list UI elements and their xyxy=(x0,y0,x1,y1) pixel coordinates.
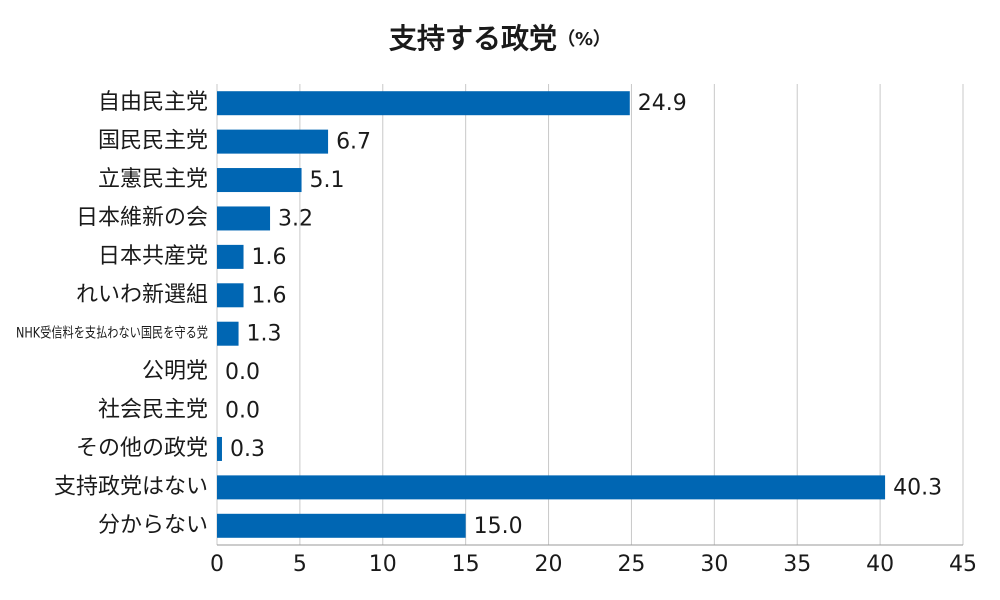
x-tick-label: 20 xyxy=(535,552,563,577)
value-label: 1.3 xyxy=(247,322,282,347)
bar xyxy=(217,129,329,154)
bar xyxy=(217,436,222,461)
chart-title: 支持する政党（%） xyxy=(389,22,611,55)
value-label: 40.3 xyxy=(893,475,942,500)
x-tick-label: 10 xyxy=(369,552,397,577)
y-tick-label: 自由民主党 xyxy=(98,90,208,115)
x-tick-label: 15 xyxy=(452,552,480,577)
title-main: 支持する政党 xyxy=(389,22,557,55)
x-tick-label: 40 xyxy=(866,552,894,577)
bar xyxy=(217,244,244,269)
y-tick-label: 支持政党はない xyxy=(54,474,208,499)
x-tick-label: 5 xyxy=(293,552,307,577)
bar xyxy=(217,321,239,346)
y-tick-label: 国民民主党 xyxy=(98,129,208,154)
y-tick-label: れいわ新選組 xyxy=(76,282,208,307)
bar xyxy=(217,91,630,116)
y-tick-label: 立憲民主党 xyxy=(98,167,208,192)
value-label: 1.6 xyxy=(252,283,287,308)
bar xyxy=(217,283,244,308)
bar xyxy=(217,168,302,193)
value-label: 1.6 xyxy=(252,245,287,270)
bar xyxy=(217,475,886,500)
y-tick-label: NHK受信料を支払わない国民を守る党 xyxy=(16,326,208,342)
value-label: 0.0 xyxy=(225,399,260,424)
y-tick-label: 日本維新の会 xyxy=(76,205,208,230)
value-label: 0.0 xyxy=(225,360,260,385)
x-tick-label: 30 xyxy=(700,552,728,577)
value-label: 24.9 xyxy=(638,91,687,116)
y-tick-label: 公明党 xyxy=(142,359,208,384)
x-tick-label: 35 xyxy=(783,552,811,577)
y-tick-label: 日本共産党 xyxy=(98,244,208,269)
y-tick-label: その他の政党 xyxy=(76,436,208,461)
value-label: 6.7 xyxy=(336,130,371,155)
value-label: 3.2 xyxy=(278,206,313,231)
y-tick-label: 分からない xyxy=(98,513,208,538)
title-unit: （%） xyxy=(557,29,611,50)
bar xyxy=(217,206,271,231)
x-tick-label: 0 xyxy=(210,552,224,577)
x-tick-label: 45 xyxy=(949,552,977,577)
x-tick-label: 25 xyxy=(617,552,645,577)
value-label: 15.0 xyxy=(474,514,523,539)
value-label: 0.3 xyxy=(230,437,265,462)
y-tick-label: 社会民主党 xyxy=(98,398,208,423)
bar xyxy=(217,513,466,538)
value-label: 5.1 xyxy=(310,168,345,193)
